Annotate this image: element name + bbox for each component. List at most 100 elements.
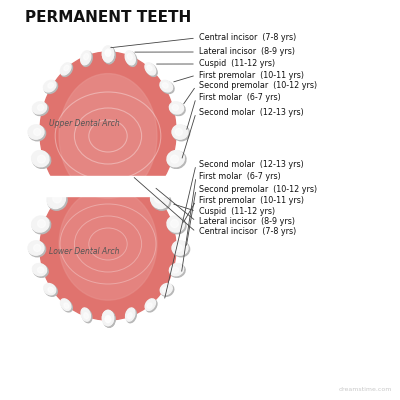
- Ellipse shape: [84, 313, 88, 319]
- Ellipse shape: [38, 220, 46, 228]
- Text: Second premolar  (10-12 yrs): Second premolar (10-12 yrs): [199, 185, 317, 194]
- Ellipse shape: [167, 216, 184, 232]
- Ellipse shape: [162, 83, 168, 88]
- Ellipse shape: [173, 242, 190, 257]
- Text: Upper Dental Arch: Upper Dental Arch: [49, 120, 119, 128]
- Ellipse shape: [59, 74, 157, 198]
- Ellipse shape: [32, 216, 49, 232]
- Ellipse shape: [169, 264, 184, 276]
- Ellipse shape: [45, 284, 57, 296]
- Ellipse shape: [172, 241, 188, 255]
- Ellipse shape: [105, 49, 111, 56]
- Ellipse shape: [103, 311, 115, 327]
- Ellipse shape: [40, 52, 176, 212]
- Text: Lateral incisor  (8-9 yrs): Lateral incisor (8-9 yrs): [199, 217, 295, 226]
- Text: First molar  (6-7 yrs): First molar (6-7 yrs): [199, 94, 280, 102]
- Ellipse shape: [32, 217, 51, 234]
- Ellipse shape: [105, 316, 111, 323]
- Ellipse shape: [127, 54, 132, 60]
- Ellipse shape: [64, 303, 69, 308]
- Ellipse shape: [147, 303, 152, 308]
- Text: Second premolar  (10-12 yrs): Second premolar (10-12 yrs): [199, 82, 317, 90]
- Ellipse shape: [170, 103, 185, 116]
- Ellipse shape: [102, 46, 114, 62]
- Ellipse shape: [175, 128, 182, 136]
- Ellipse shape: [105, 49, 111, 56]
- Ellipse shape: [128, 313, 132, 319]
- Ellipse shape: [81, 51, 91, 65]
- Ellipse shape: [172, 267, 178, 273]
- Ellipse shape: [28, 125, 44, 139]
- Ellipse shape: [173, 126, 190, 141]
- Ellipse shape: [146, 64, 157, 76]
- Ellipse shape: [44, 284, 56, 295]
- Ellipse shape: [38, 155, 46, 163]
- Ellipse shape: [34, 128, 41, 136]
- Text: Lateral incisor  (8-9 yrs): Lateral incisor (8-9 yrs): [199, 48, 295, 56]
- Text: Second molar  (12-13 yrs): Second molar (12-13 yrs): [199, 108, 304, 117]
- Ellipse shape: [48, 191, 67, 210]
- Ellipse shape: [147, 65, 152, 71]
- Ellipse shape: [170, 155, 178, 163]
- Ellipse shape: [161, 81, 174, 94]
- Ellipse shape: [44, 80, 56, 92]
- Ellipse shape: [29, 242, 46, 257]
- Ellipse shape: [168, 217, 186, 234]
- Ellipse shape: [64, 65, 69, 71]
- Text: First premolar  (10-11 yrs): First premolar (10-11 yrs): [199, 196, 304, 205]
- Ellipse shape: [60, 299, 71, 310]
- Ellipse shape: [40, 176, 176, 320]
- Ellipse shape: [33, 103, 48, 116]
- Ellipse shape: [53, 194, 62, 203]
- Ellipse shape: [126, 309, 136, 323]
- Ellipse shape: [32, 151, 51, 168]
- Ellipse shape: [154, 194, 163, 203]
- Ellipse shape: [38, 267, 44, 273]
- Ellipse shape: [126, 308, 135, 321]
- Text: dreamstime.com: dreamstime.com: [339, 387, 392, 392]
- Ellipse shape: [34, 244, 41, 252]
- Text: PERMANENT TEETH: PERMANENT TEETH: [25, 10, 191, 25]
- Ellipse shape: [61, 64, 72, 76]
- Ellipse shape: [48, 83, 54, 88]
- Text: First molar  (6-7 yrs): First molar (6-7 yrs): [199, 172, 280, 181]
- Ellipse shape: [172, 125, 188, 139]
- Ellipse shape: [53, 183, 62, 191]
- Ellipse shape: [161, 284, 174, 296]
- Ellipse shape: [103, 311, 115, 327]
- Ellipse shape: [125, 51, 135, 65]
- Ellipse shape: [102, 310, 114, 326]
- Ellipse shape: [59, 188, 157, 300]
- Ellipse shape: [170, 220, 178, 228]
- Ellipse shape: [162, 287, 168, 292]
- Ellipse shape: [62, 300, 72, 312]
- Ellipse shape: [154, 183, 163, 191]
- Ellipse shape: [47, 177, 66, 195]
- Ellipse shape: [169, 102, 184, 114]
- Ellipse shape: [151, 191, 171, 210]
- Ellipse shape: [48, 178, 67, 197]
- Ellipse shape: [28, 241, 44, 255]
- Ellipse shape: [48, 287, 54, 292]
- Text: Cuspid  (11-12 yrs): Cuspid (11-12 yrs): [199, 60, 275, 68]
- Text: Lower Dental Arch: Lower Dental Arch: [49, 248, 119, 256]
- Ellipse shape: [32, 150, 49, 167]
- Ellipse shape: [33, 264, 48, 277]
- Ellipse shape: [170, 264, 185, 277]
- Text: Central incisor  (7-8 yrs): Central incisor (7-8 yrs): [199, 34, 296, 42]
- Ellipse shape: [32, 102, 47, 114]
- Ellipse shape: [160, 80, 172, 92]
- Ellipse shape: [81, 308, 90, 321]
- Ellipse shape: [126, 52, 137, 66]
- Ellipse shape: [102, 46, 114, 62]
- Ellipse shape: [105, 316, 111, 323]
- Ellipse shape: [84, 54, 89, 60]
- Text: First premolar  (10-11 yrs): First premolar (10-11 yrs): [199, 71, 304, 80]
- Ellipse shape: [145, 63, 156, 75]
- Ellipse shape: [60, 63, 71, 75]
- Ellipse shape: [44, 81, 58, 94]
- Text: Second molar  (12-13 yrs): Second molar (12-13 yrs): [199, 160, 304, 169]
- Text: Central incisor  (7-8 yrs): Central incisor (7-8 yrs): [199, 228, 296, 236]
- Ellipse shape: [167, 150, 184, 167]
- Ellipse shape: [175, 244, 182, 252]
